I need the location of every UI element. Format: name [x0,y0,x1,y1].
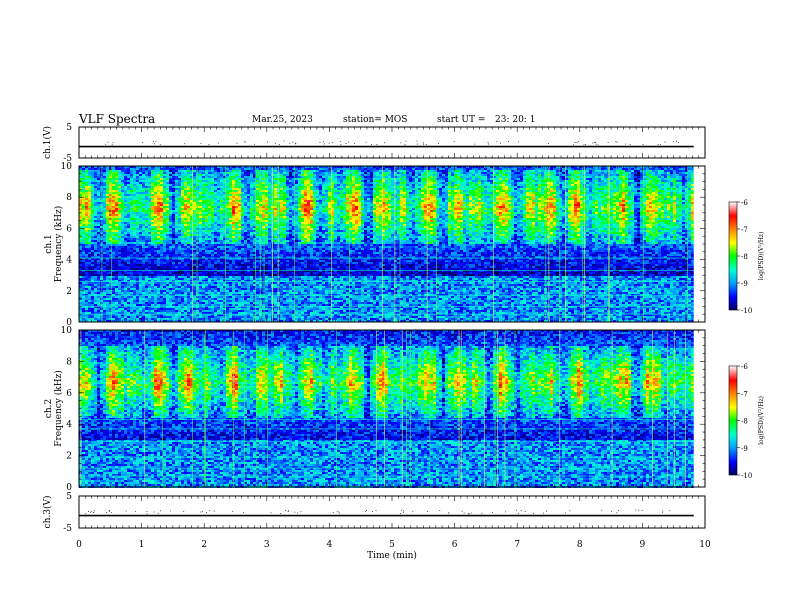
ytick-label: 6 [66,389,72,399]
ch1-spectrogram-ylabel: ch.1 Frequency (kHz) [44,206,64,283]
ch3-waveform-ylabel: ch.3(V) [42,496,53,529]
ytick-label: 10 [61,162,73,172]
xtick-label: 4 [327,540,333,550]
ch1-spectrogram-colorbar [728,201,738,311]
ch2-spectrogram [79,330,705,488]
ytick-label: -5 [63,154,72,164]
start-time-value: 23: 20: 1 [495,115,535,125]
ytick-label: 4 [66,420,72,430]
xtick-label: 8 [577,540,583,550]
xtick-label: 5 [389,540,395,550]
ytick-label: 8 [66,357,72,367]
date-label: Mar.25, 2023 [252,115,313,125]
ylabel-line: ch.2 [44,399,54,418]
xtick-label: 9 [640,540,646,550]
ytick-label: 5 [66,123,72,133]
colorbar-tick-label: -10 [741,472,752,480]
ytick-label: -5 [63,524,72,534]
colorbar-tick-label: -7 [741,390,748,398]
xtick-label: 3 [264,540,270,550]
colorbar-tick-label: -6 [741,363,748,371]
colorbar-tick-label: -6 [741,199,748,207]
xtick-label: 2 [201,540,207,550]
chart-title: VLF Spectra [79,112,155,126]
xtick-label: 0 [76,540,82,550]
ylabel-line: ch.1 [44,234,54,253]
ylabel-line: Frequency (kHz) [53,206,64,283]
xtick-label: 7 [514,540,520,550]
colorbar-label: log(PSD)(V²/Hz) [758,396,765,445]
colorbar-tick-label: -9 [741,280,748,288]
xtick-label: 1 [139,540,145,550]
ytick-label: 0 [66,318,72,328]
colorbar-tick-label: -8 [741,418,748,426]
colorbar-label: log(PSD)(V²/Hz) [758,232,765,281]
ytick-label: 10 [61,326,73,336]
ytick-label: 5 [66,492,72,502]
xaxis-label: Time (min) [367,550,417,561]
ytick-label: 2 [66,287,72,297]
xtick-label: 6 [452,540,458,550]
colorbar-tick-label: -7 [741,226,748,234]
ylabel-line: Frequency (kHz) [53,370,64,447]
ch1-spectrogram [79,166,705,322]
xtick-label: 10 [699,540,711,550]
station-label: station= MOS [343,115,407,125]
ch1-waveform-ylabel: ch.1(V) [42,126,53,159]
ch2-spectrogram-ylabel: ch.2 Frequency (kHz) [44,370,64,447]
start-ut-label: start UT = [437,115,485,125]
colorbar-tick-label: -8 [741,253,748,261]
ch2-spectrogram-colorbar [728,365,738,476]
ytick-label: 4 [66,256,72,266]
ytick-label: 6 [66,224,72,234]
ytick-label: 8 [66,193,72,203]
colorbar-tick-label: -9 [741,445,748,453]
colorbar-tick-label: -10 [741,307,752,315]
ytick-label: 0 [66,483,72,493]
ytick-label: 2 [66,452,72,462]
